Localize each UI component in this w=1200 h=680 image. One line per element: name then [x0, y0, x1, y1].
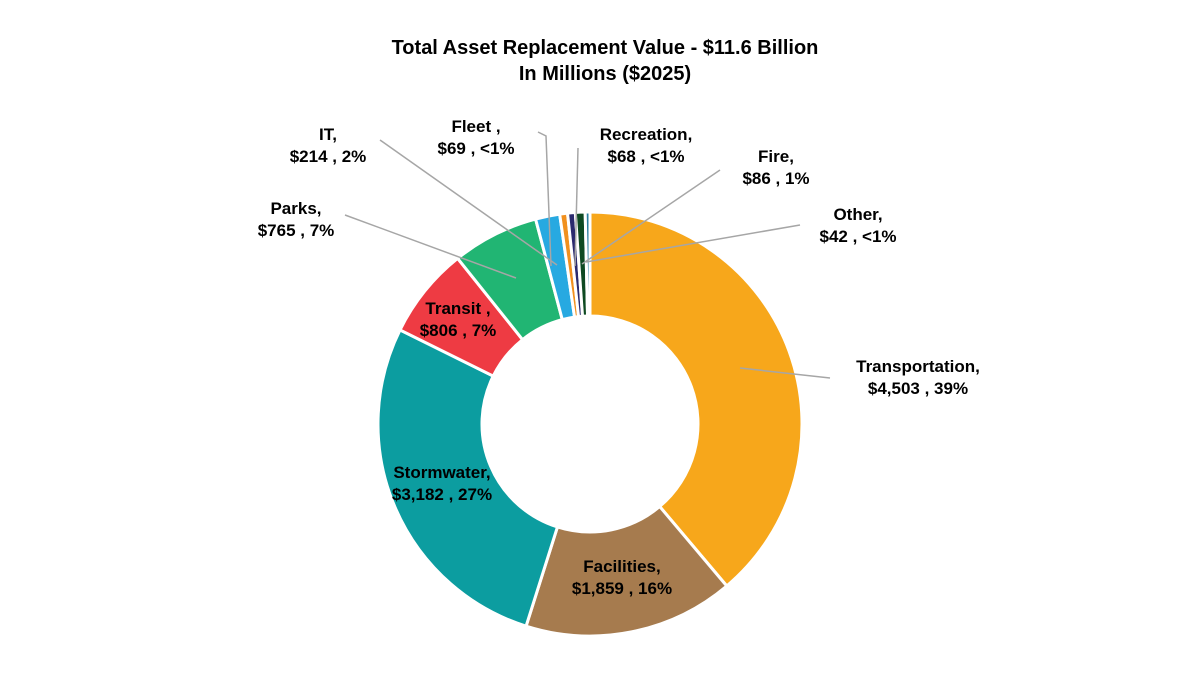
data-label-transit: $806 , 7%: [420, 321, 497, 340]
leader-line-parks: [344, 214, 517, 279]
data-label-transportation: Transportation,: [856, 357, 980, 376]
slice-other: [583, 210, 592, 318]
slice-stormwater: [376, 327, 560, 629]
data-label-fire: $86 , 1%: [742, 169, 809, 188]
chart-subtitle: In Millions ($2025): [519, 63, 691, 85]
leader-line-it: [379, 139, 558, 266]
data-label-fleet: $69 , <1%: [437, 139, 514, 158]
data-label-it: $214 , 2%: [290, 147, 367, 166]
data-label-stormwater: $3,182 , 27%: [392, 485, 492, 504]
slice-facilities: [524, 504, 729, 638]
data-label-facilities: Facilities,: [583, 557, 660, 576]
data-label-fire: Fire,: [758, 147, 794, 166]
data-label-fleet: Fleet ,: [451, 117, 500, 136]
data-label-recreation: Recreation,: [600, 125, 693, 144]
leader-line-fleet: [537, 131, 552, 267]
data-label-parks: Parks,: [270, 199, 321, 218]
leader-line-transportation: [739, 367, 831, 379]
leader-line-recreation: [574, 147, 579, 267]
slice-transportation: [588, 210, 804, 589]
leader-line-other: [585, 224, 801, 263]
chart-title: Total Asset Replacement Value - $11.6 Bi…: [392, 37, 819, 59]
data-label-facilities: $1,859 , 16%: [572, 579, 672, 598]
data-label-other: Other,: [833, 205, 882, 224]
leader-line-fire: [581, 169, 721, 265]
data-label-other: $42 , <1%: [819, 227, 896, 246]
data-label-transportation: $4,503 , 39%: [868, 379, 968, 398]
data-label-stormwater: Stormwater,: [393, 463, 490, 482]
data-label-parks: $765 , 7%: [258, 221, 335, 240]
data-label-recreation: $68 , <1%: [607, 147, 684, 166]
data-label-it: IT,: [319, 125, 337, 144]
data-label-transit: Transit ,: [425, 299, 490, 318]
